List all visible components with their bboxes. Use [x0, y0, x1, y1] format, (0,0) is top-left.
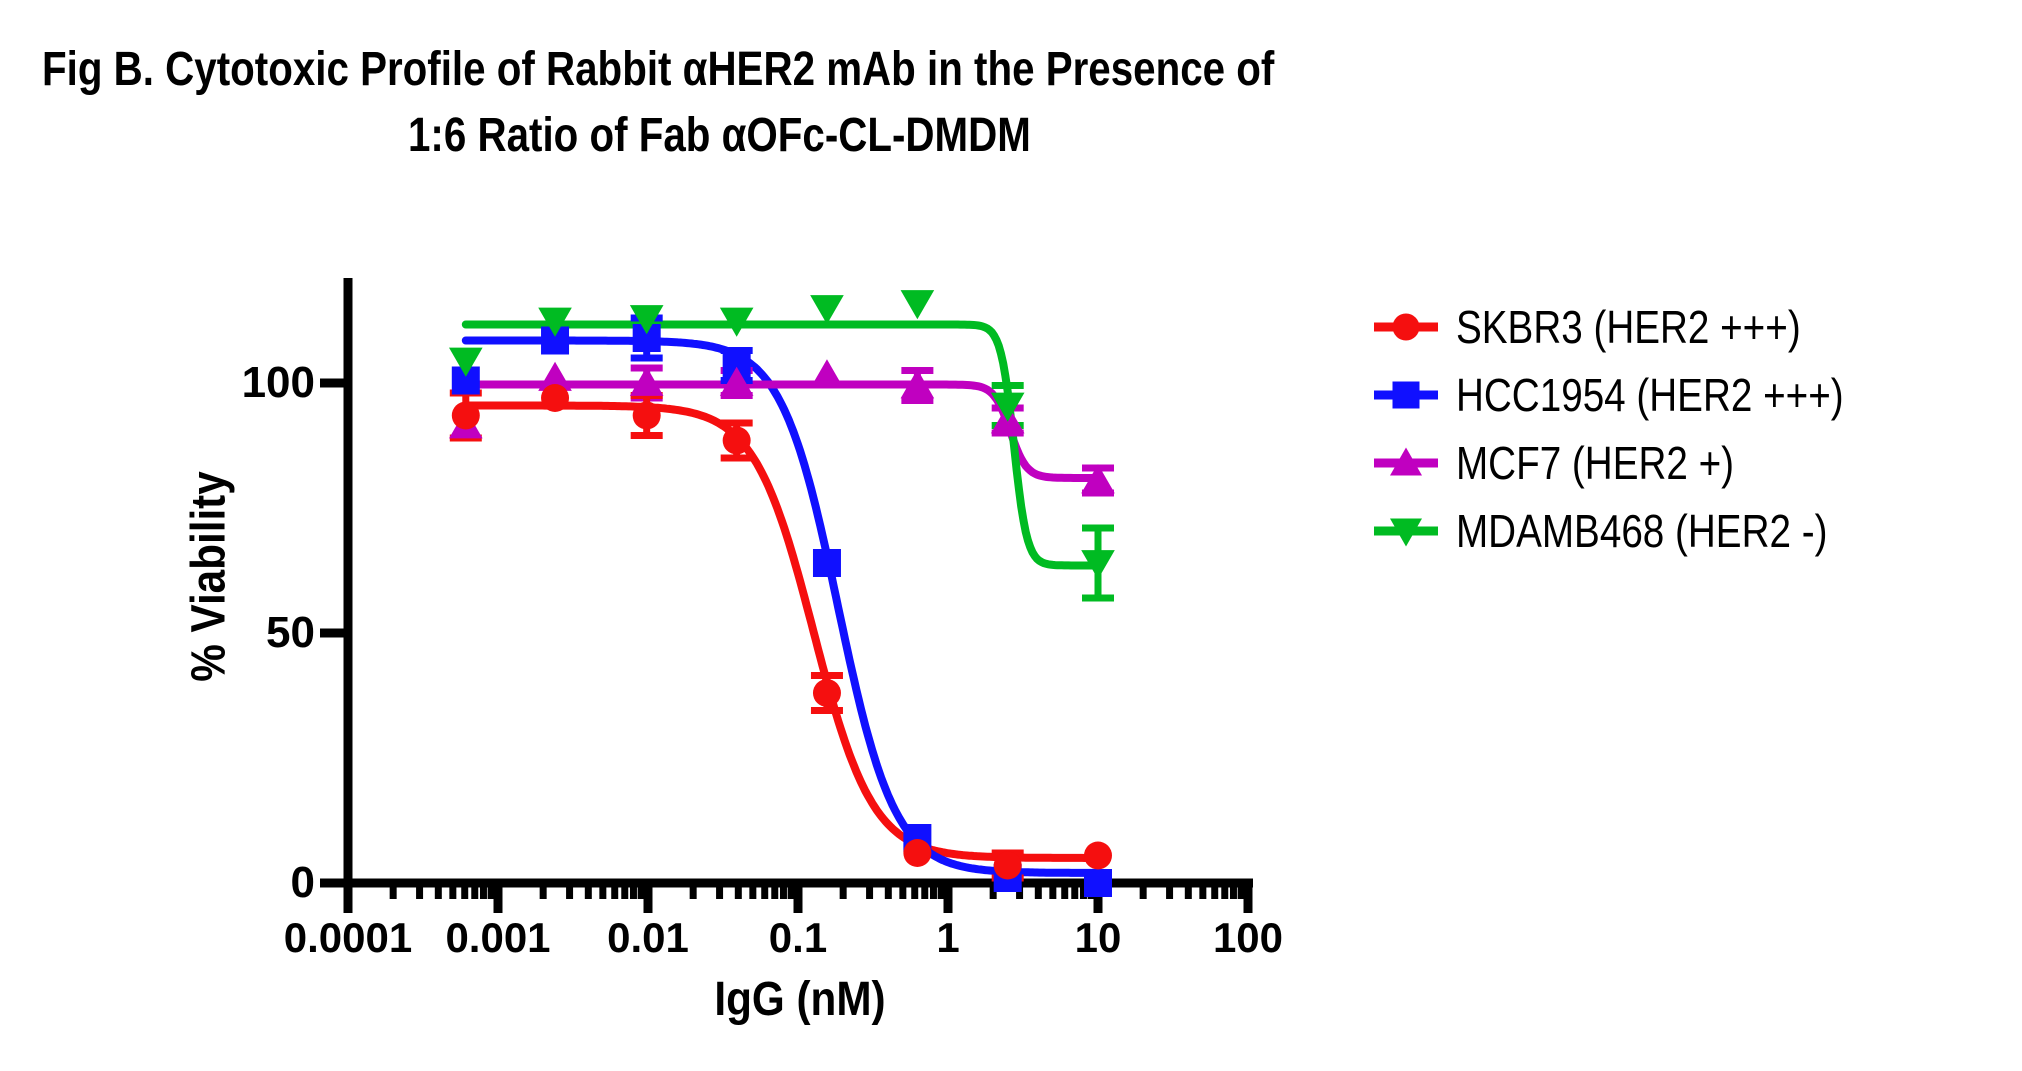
data-point-mdamb468: [1081, 550, 1115, 580]
x-tick-label-1: 1: [936, 914, 960, 961]
data-point-mcf7: [900, 369, 935, 399]
x-tick-label-0p01: 0.01: [607, 914, 689, 961]
x-tick-label-100: 100: [1212, 914, 1284, 961]
data-point-hcc1954: [812, 549, 841, 577]
data-point-hcc1954: [1084, 869, 1112, 897]
x-tick-label-0p0001: 0.0001: [283, 914, 413, 961]
legend-label-mcf7: MCF7 (HER2 +): [1456, 437, 1735, 489]
series-curve-skbr3: [461, 401, 1102, 862]
legend-marker-circle-icon: [1374, 313, 1438, 341]
data-point-mcf7: [810, 359, 844, 389]
x-tick-label-0p001: 0.001: [445, 914, 551, 961]
data-point-mcf7: [538, 361, 572, 391]
legend-label-skbr3: SKBR3 (HER2 +++): [1456, 301, 1801, 353]
y-tick-label-100: 100: [241, 358, 315, 407]
legend-label-hcc1954: HCC1954 (HER2 +++): [1456, 369, 1844, 421]
data-point-skbr3: [812, 679, 841, 707]
x-axis-title: IgG (nM): [714, 973, 886, 1026]
legend-marker-square-icon: [1374, 381, 1438, 409]
legend-item-hcc1954: HCC1954 (HER2 +++): [1368, 367, 1917, 423]
square-marker-icon: [1392, 381, 1420, 409]
data-point-skbr3: [722, 426, 751, 455]
series-curve-mdamb468: [461, 320, 1102, 570]
data-point-mdamb468: [448, 347, 483, 377]
figure-title-line1: Fig B. Cytotoxic Profile of Rabbit αHER2…: [42, 43, 1275, 96]
legend-item-mdamb468: MDAMB468 (HER2 -): [1368, 503, 1898, 559]
data-point-mdamb468: [810, 295, 844, 325]
x-tick-label-10: 10: [1074, 914, 1122, 961]
x-tick-label-0p1: 0.1: [768, 914, 828, 961]
data-point-mdamb468: [900, 290, 935, 320]
data-point-mcf7: [719, 366, 754, 396]
triangle-up-marker-icon: [1390, 447, 1422, 476]
figure-title-line2: 1:6 Ratio of Fab αOFc-CL-DMDM: [408, 109, 1031, 162]
circle-marker-icon: [1392, 313, 1420, 341]
data-point-mcf7: [629, 366, 664, 396]
data-point-skbr3: [451, 401, 480, 430]
data-point-mdamb468: [990, 392, 1025, 422]
legend-marker-triangle-down-icon: [1374, 518, 1438, 547]
legend-item-mcf7: MCF7 (HER2 +): [1368, 435, 1787, 491]
legend-item-skbr3: SKBR3 (HER2 +++): [1368, 299, 1866, 355]
triangle-down-marker-icon: [1390, 518, 1422, 547]
data-point-mdamb468: [719, 307, 754, 337]
data-point-skbr3: [903, 839, 932, 867]
y-tick-label-50: 50: [266, 608, 315, 657]
data-point-skbr3: [541, 384, 570, 412]
data-point-skbr3: [1084, 841, 1112, 870]
y-tick-label-0: 0: [290, 858, 315, 907]
data-point-mdamb468: [629, 305, 664, 335]
series-curve-hcc1954: [461, 336, 1102, 877]
data-point-skbr3: [993, 851, 1022, 880]
data-point-skbr3: [632, 401, 661, 430]
data-point-mcf7: [1081, 464, 1115, 494]
data-point-mdamb468: [538, 307, 572, 337]
legend-marker-triangle-up-icon: [1374, 447, 1438, 476]
legend-label-mdamb468: MDAMB468 (HER2 -): [1456, 505, 1828, 557]
